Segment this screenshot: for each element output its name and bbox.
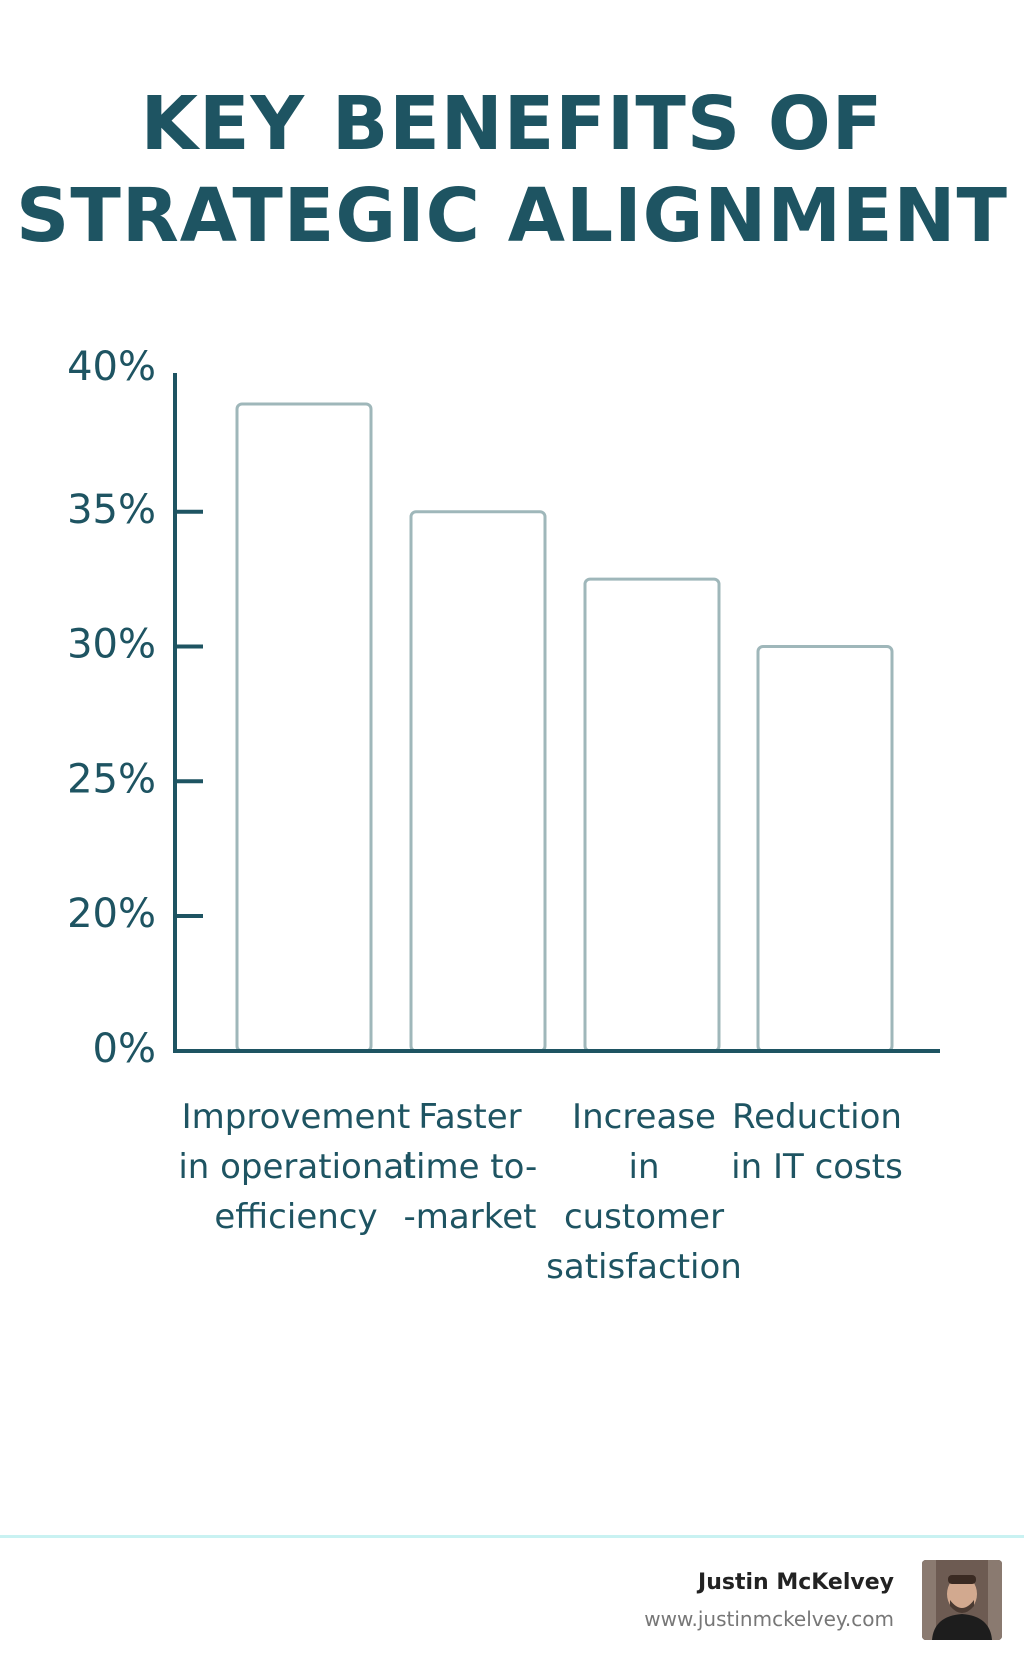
bars-layer (235, 402, 894, 1053)
x-category-label-line: Increase (572, 1097, 716, 1137)
author-url[interactable]: www.justinmckelvey.com (644, 1607, 894, 1631)
x-category-label-4: Reduction in IT costs (731, 1097, 903, 1187)
x-category-label-line: satisfaction (546, 1247, 742, 1287)
y-tick-label: 40% (67, 344, 156, 390)
x-category-label-2: Faster time to- -market (403, 1097, 538, 1237)
chart-title-line-2: STRATEGIC ALIGNMENT (16, 173, 1008, 259)
avatar-portrait-icon (922, 1560, 1002, 1640)
x-category-label-3: Increase in customer satisfaction (546, 1097, 742, 1287)
x-category-label-line: Reduction (732, 1097, 902, 1137)
bar-3 (583, 577, 721, 1053)
y-tick-label: 25% (67, 756, 156, 802)
x-category-label-line: -market (404, 1197, 537, 1237)
x-category-label-line: efficiency (214, 1197, 377, 1237)
axes-layer (173, 373, 940, 1053)
ticks-layer: 0% 20% 25% 30% 35% 40% (67, 344, 203, 1072)
bar-chart: 0% 20% 25% 30% 35% 40% Improvement in operatio… (67, 344, 940, 1287)
bar-1 (235, 402, 373, 1053)
x-category-label-line: time to- (403, 1147, 538, 1187)
author-name: Justin McKelvey (698, 1570, 894, 1595)
bar-4 (756, 645, 894, 1053)
x-category-label-line: customer (564, 1197, 724, 1237)
x-labels-layer: Improvement in operational efficiency Faste… (178, 1097, 903, 1287)
y-tick-label: 20% (67, 891, 156, 937)
x-category-label-line: in IT costs (731, 1147, 903, 1187)
y-tick-label: 30% (67, 622, 156, 668)
x-category-label-line: in (629, 1147, 660, 1187)
x-category-label-line: Improvement (182, 1097, 411, 1137)
chart-title-line-1: KEY BENEFITS OF (140, 81, 884, 167)
y-tick-label: 35% (67, 487, 156, 533)
footer-divider (0, 1535, 1024, 1538)
bar-2 (409, 510, 547, 1053)
chart-title: KEY BENEFITS OF STRATEGIC ALIGNMENT (0, 78, 1024, 262)
x-category-label-line: in operational (178, 1147, 413, 1187)
author-avatar (922, 1560, 1002, 1640)
x-category-label-1: Improvement in operational efficiency (178, 1097, 413, 1237)
y-tick-label: 0% (93, 1026, 156, 1072)
x-category-label-line: Faster (418, 1097, 521, 1137)
